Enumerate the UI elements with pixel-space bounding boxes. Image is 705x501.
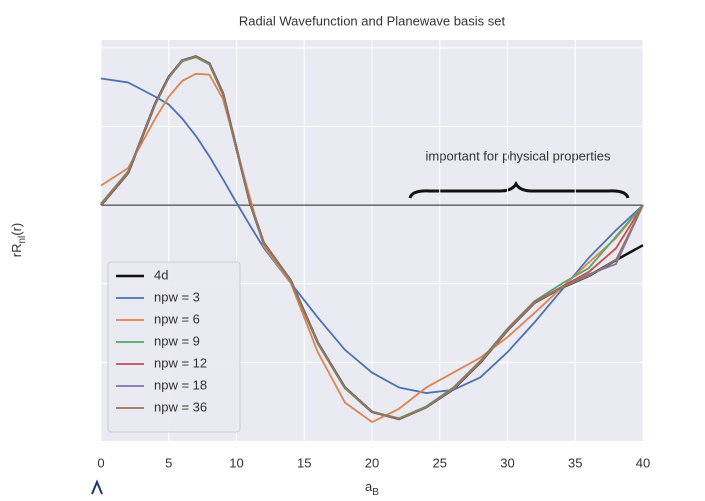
legend-label: npw = 18 (154, 377, 207, 392)
legend-label: 4d (154, 267, 168, 282)
x-tick-label: 40 (636, 455, 650, 470)
y-label-tail: (r) (9, 223, 24, 236)
annotation: important for physical properties (426, 148, 611, 163)
legend-label: npw = 36 (154, 399, 207, 414)
x-tick-label: 10 (229, 455, 243, 470)
plot-layer: 0 5 10 15 20 25 30 35 40 4d npw = 3 npw = 6 npw = 9 n… (97, 40, 650, 470)
series-line (100, 72, 644, 424)
brace (408, 180, 630, 199)
x-axis-label: aB (365, 479, 379, 497)
x-tick-label: 25 (433, 455, 447, 470)
legend-label: npw = 9 (154, 333, 200, 348)
x-tick-label: 15 (297, 455, 311, 470)
y-label-sub: nl (17, 236, 28, 244)
x-tick-label: 0 (97, 455, 104, 470)
chart-title: Radial Wavefunction and Planewave basis … (239, 13, 506, 28)
x-label-base: a (365, 479, 373, 494)
legend-box (107, 261, 241, 433)
series-line (100, 55, 644, 420)
y-axis-label: rRnl(r) (9, 223, 27, 258)
x-tick-label: 30 (500, 455, 514, 470)
x-tick-label: 5 (165, 455, 172, 470)
legend-label: npw = 12 (154, 355, 207, 370)
cursor-mark (91, 479, 103, 495)
x-tick-label: 35 (568, 455, 582, 470)
x-label-sub: B (372, 487, 379, 498)
y-label-base: rR (9, 244, 24, 258)
x-tick-label: 20 (365, 455, 379, 470)
legend-label: npw = 3 (154, 289, 200, 304)
legend-label: npw = 6 (154, 311, 200, 326)
series-line (100, 77, 644, 394)
